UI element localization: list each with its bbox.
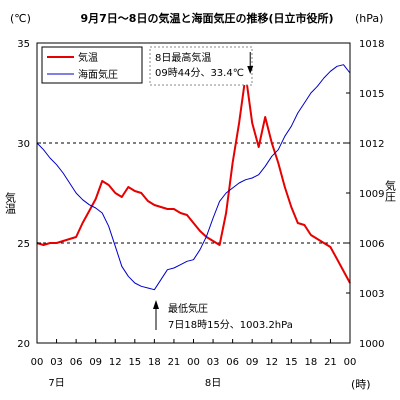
min-pressure-text: 最低気圧 — [168, 302, 208, 315]
x-tick-label: 03 — [50, 357, 63, 368]
right-tick-label: 1015 — [359, 89, 384, 100]
x-tick-label: 15 — [128, 357, 141, 368]
temperature-line — [36, 74, 351, 284]
x-tick-label: 00 — [187, 357, 200, 368]
right-tick-label: 1009 — [359, 189, 384, 200]
x-tick-label: 06 — [70, 357, 83, 368]
right-tick-label: 1003 — [359, 289, 384, 300]
right-tick-label: 1006 — [359, 239, 384, 250]
min-pressure-arrow-head — [153, 300, 160, 309]
x-tick-label: 06 — [226, 357, 239, 368]
max-temp-text: 8日最高気温 — [155, 51, 211, 64]
right-tick-label: 1012 — [359, 139, 384, 150]
max-temp-text: 09時44分、33.4℃ — [155, 67, 244, 79]
x-tick-label: 00 — [31, 357, 44, 368]
left-tick-label: 35 — [17, 39, 30, 50]
left-tick-label: 30 — [17, 139, 30, 150]
right-axis-unit: (hPa) — [355, 12, 383, 25]
x-tick-label: 21 — [324, 357, 337, 368]
x-tick-label: 09 — [89, 357, 102, 368]
min-pressure-text: 7日18時15分、1003.2hPa — [168, 319, 293, 331]
x-tick-label: 18 — [148, 357, 161, 368]
right-tick-label: 1018 — [359, 39, 384, 50]
right-axis-label: 気圧 — [384, 179, 397, 203]
x-tick-label: 00 — [344, 357, 357, 368]
right-tick-label: 1000 — [359, 339, 384, 350]
x-tick-label: 18 — [305, 357, 318, 368]
max-temp-box — [149, 46, 253, 86]
annotations: 8日最高気温 09時44分、33.4℃ 最低気圧 7日18時15分、1003.2hPa — [149, 46, 293, 331]
left-axis-label: 気温 — [4, 191, 17, 214]
plot-frame — [36, 42, 351, 344]
chart-title: 9月7日～8日の気温と海面気圧の推移(日立市役所) — [80, 11, 333, 25]
pressure-line — [36, 64, 351, 291]
x-axis-label: (時) — [351, 378, 371, 391]
day-label: 7日 — [48, 378, 64, 389]
x-tick-label: 12 — [265, 357, 278, 368]
x-tick-label: 09 — [246, 357, 259, 368]
legend-box — [41, 46, 143, 84]
legend-label: 海面気圧 — [78, 68, 118, 81]
day-label: 8日 — [205, 378, 221, 389]
series-layer — [36, 64, 351, 291]
max-temp-arrow-head — [247, 66, 254, 74]
x-tick-label: 03 — [207, 357, 220, 368]
left-tick-label: 20 — [17, 339, 30, 350]
left-tick-label: 25 — [17, 239, 30, 250]
x-tick-label: 21 — [168, 357, 181, 368]
grid-layer — [37, 142, 350, 244]
legend-label: 気温 — [78, 51, 98, 64]
left-axis-unit: (℃) — [10, 12, 31, 25]
tick-layer: 20 25 30 35 1000 1003 1006 1009 1012 1015 1018 00 03… — [17, 39, 384, 389]
x-tick-label: 15 — [285, 357, 298, 368]
x-tick-label: 12 — [109, 357, 122, 368]
